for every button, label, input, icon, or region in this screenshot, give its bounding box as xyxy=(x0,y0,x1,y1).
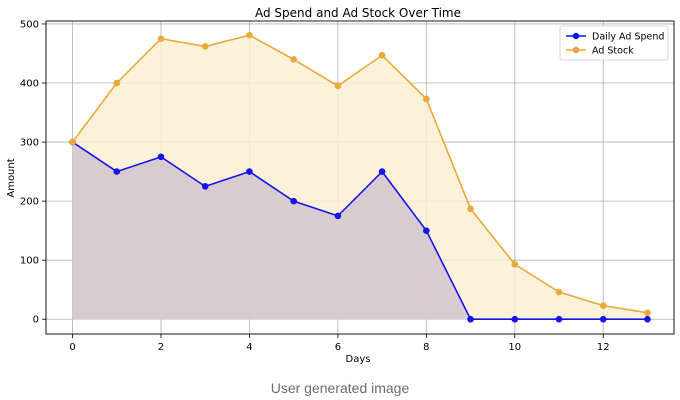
data-point xyxy=(555,288,563,296)
y-tick-label: 500 xyxy=(20,19,39,30)
data-point xyxy=(69,138,76,146)
data-point xyxy=(599,302,607,309)
plot-area: 0 2 4 6 8 10 12 0 100 200 300 400 500 Daily Ad Spend A… xyxy=(20,19,675,353)
data-point xyxy=(334,82,342,90)
data-point xyxy=(113,168,121,175)
data-point xyxy=(644,309,651,317)
series-area-0 xyxy=(72,142,648,320)
image-caption: User generated image xyxy=(270,380,410,396)
legend-label: Daily Ad Spend xyxy=(592,32,664,43)
x-axis-label: Days xyxy=(346,354,371,365)
data-point xyxy=(511,261,519,268)
x-tick-label: 4 xyxy=(246,342,252,353)
y-tick-label: 0 xyxy=(33,315,39,326)
x-tick-label: 6 xyxy=(335,342,341,353)
legend-label: Ad Stock xyxy=(592,46,634,57)
y-tick-label: 400 xyxy=(20,79,39,90)
x-tick-label: 8 xyxy=(423,342,429,353)
x-tick-label: 10 xyxy=(508,342,521,353)
data-point xyxy=(290,56,297,63)
series-line-0 xyxy=(72,141,648,321)
data-point xyxy=(467,205,474,213)
data-point xyxy=(334,212,342,220)
data-point xyxy=(644,315,651,323)
ad-spend-chart: Ad Spend and Ad Stock Over Time Amount D… xyxy=(6,6,675,365)
legend-marker xyxy=(572,32,580,40)
data-point xyxy=(511,315,519,323)
y-tick-label: 300 xyxy=(20,138,39,149)
data-point xyxy=(378,168,386,175)
data-point xyxy=(201,43,209,50)
chart-title: Ad Spend and Ad Stock Over Time xyxy=(255,6,461,20)
data-point xyxy=(113,79,121,87)
x-tick-label: 0 xyxy=(69,342,75,353)
y-axis-label: Amount xyxy=(6,158,17,197)
data-point xyxy=(290,197,297,205)
x-tick-label: 12 xyxy=(597,342,610,353)
data-point xyxy=(201,183,209,190)
data-point xyxy=(555,315,563,323)
y-tick-label: 200 xyxy=(20,197,39,208)
data-point xyxy=(246,31,253,39)
data-point xyxy=(467,315,474,323)
data-point xyxy=(423,95,430,103)
data-point xyxy=(599,315,607,323)
legend-marker xyxy=(572,46,580,54)
y-tick-label: 100 xyxy=(20,256,39,267)
series-line-1 xyxy=(71,34,648,314)
data-point xyxy=(423,227,430,234)
axes-frame xyxy=(45,20,675,335)
data-point xyxy=(378,51,386,59)
data-point xyxy=(246,168,253,175)
legend xyxy=(559,25,669,61)
data-point xyxy=(157,153,165,161)
x-tick-label: 2 xyxy=(158,342,164,353)
data-point xyxy=(157,35,165,43)
